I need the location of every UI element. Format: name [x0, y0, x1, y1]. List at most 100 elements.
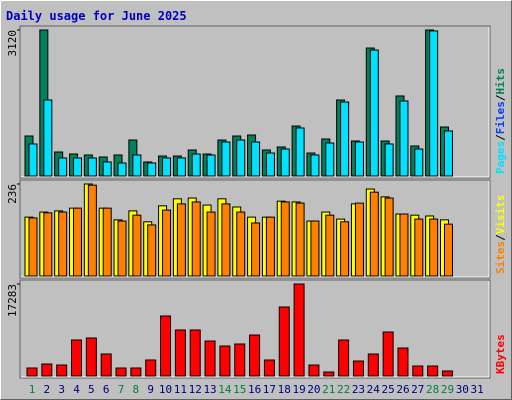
bar — [43, 99, 53, 177]
y-tick-label: 236 — [6, 184, 19, 204]
bar — [234, 343, 246, 377]
bar — [58, 211, 68, 277]
panel-highlight — [21, 27, 490, 178]
bar — [162, 157, 172, 177]
x-tick-label: 7 — [118, 383, 125, 396]
legend: Sites/Visits — [494, 195, 507, 275]
bar — [265, 152, 275, 177]
bar — [204, 340, 216, 377]
bar — [132, 154, 142, 177]
y-tick-label: 17283 — [6, 284, 19, 317]
bar — [414, 148, 424, 177]
x-tick-label: 5 — [88, 383, 95, 396]
x-tick-label: 15 — [233, 383, 246, 396]
x-tick-label: 2 — [44, 383, 51, 396]
bar — [295, 202, 305, 277]
bar — [191, 153, 201, 177]
bar — [367, 353, 379, 377]
legend-entry: Hits — [494, 68, 507, 95]
bar — [191, 201, 201, 277]
x-tick-label: 6 — [103, 383, 110, 396]
bar — [71, 339, 83, 377]
bar — [354, 141, 364, 177]
bar — [115, 367, 127, 377]
legend-entry: Pages — [494, 141, 507, 174]
bar — [293, 283, 305, 377]
bar — [369, 49, 379, 177]
x-tick-label: 4 — [73, 383, 80, 396]
chart-title: Daily usage for June 2025 — [6, 9, 187, 23]
x-tick-label: 14 — [218, 383, 232, 396]
x-tick-label: 21 — [322, 383, 335, 396]
x-tick-label: 25 — [382, 383, 395, 396]
x-tick-label: 26 — [396, 383, 409, 396]
bar — [310, 220, 320, 277]
x-tick-label: 11 — [174, 383, 187, 396]
bar — [219, 345, 231, 377]
legend-separator: / — [494, 234, 507, 241]
legend-entry: KBytes — [494, 334, 507, 374]
bar — [147, 224, 157, 277]
x-tick-label: 1 — [29, 383, 36, 396]
bar — [160, 315, 172, 377]
bar — [147, 162, 157, 177]
bar — [132, 214, 142, 277]
bar — [162, 209, 172, 277]
bar — [236, 211, 246, 277]
bar — [429, 218, 439, 277]
bar — [28, 217, 38, 277]
bar — [280, 201, 290, 277]
bar — [412, 365, 424, 377]
bar — [340, 101, 350, 177]
x-tick-label: 16 — [248, 383, 261, 396]
bar — [429, 30, 439, 177]
bar — [251, 141, 261, 177]
bar — [130, 367, 142, 377]
bar — [41, 363, 53, 377]
bar — [117, 162, 127, 177]
bar — [43, 212, 53, 277]
bar — [441, 370, 453, 377]
bar — [382, 331, 394, 377]
bar — [295, 127, 305, 177]
bar — [354, 202, 364, 277]
bar — [221, 203, 231, 277]
x-tick-label: 20 — [307, 383, 320, 396]
bar — [323, 371, 335, 377]
legend: Pages/Files/Hits — [494, 68, 507, 174]
bar — [85, 337, 97, 377]
bar — [206, 211, 216, 277]
x-tick-label: 23 — [352, 383, 365, 396]
bar — [397, 347, 409, 377]
x-tick-label: 18 — [278, 383, 291, 396]
bar — [28, 143, 38, 177]
x-tick-label: 3 — [58, 383, 65, 396]
bar — [56, 364, 68, 377]
bar — [263, 359, 275, 377]
bar — [280, 148, 290, 177]
bar — [176, 157, 186, 177]
x-tick-label: 12 — [189, 383, 202, 396]
bar — [117, 220, 127, 277]
bar — [308, 364, 320, 377]
x-tick-label: 17 — [263, 383, 276, 396]
legend-separator: / — [494, 134, 507, 141]
bar — [278, 306, 290, 377]
bar — [176, 203, 186, 277]
x-tick-label: 31 — [471, 383, 484, 396]
bar — [221, 141, 231, 177]
x-tick-label: 29 — [441, 383, 454, 396]
x-tick-label: 13 — [203, 383, 216, 396]
legend-entry: Visits — [494, 195, 507, 235]
bar — [325, 142, 335, 177]
bar — [399, 100, 409, 177]
x-tick-label: 24 — [367, 383, 381, 396]
bar — [310, 154, 320, 177]
legend-entry: Files — [494, 101, 507, 134]
bar — [102, 207, 112, 277]
panel-highlight — [21, 181, 490, 278]
bar — [58, 157, 68, 177]
x-tick-label: 9 — [147, 383, 154, 396]
